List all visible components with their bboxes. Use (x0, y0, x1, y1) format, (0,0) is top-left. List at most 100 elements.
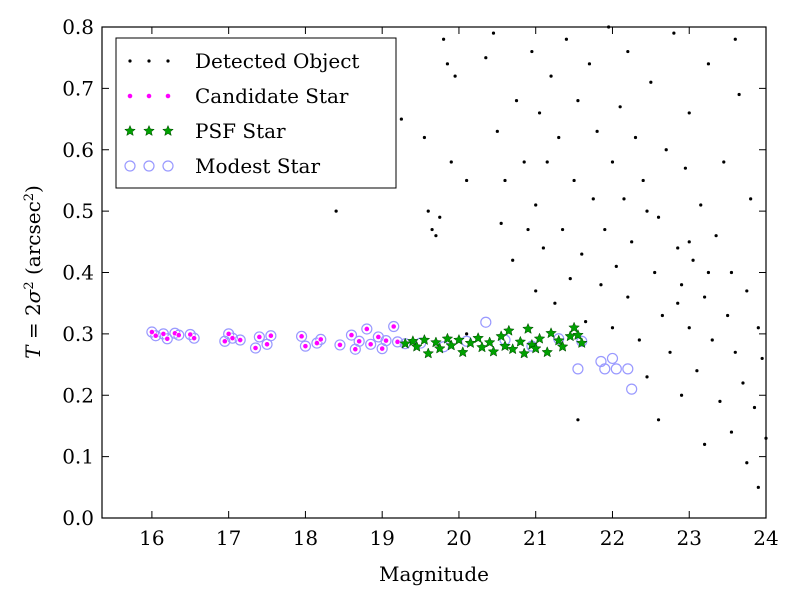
x-tick-label: 20 (446, 526, 471, 550)
detected-object-point (637, 338, 641, 342)
psf-star-point (518, 347, 531, 359)
psf-star-point (499, 339, 511, 352)
detected-object-point (626, 49, 630, 54)
legend-item-modest-star: Modest Star (124, 154, 320, 178)
modest-star-point (188, 332, 200, 344)
psf-star-point (476, 341, 488, 353)
detected-object-point (553, 301, 557, 305)
legend-box (115, 37, 397, 189)
modest-star-point (572, 363, 584, 375)
detected-object-point (741, 381, 745, 385)
detected-object-point (668, 350, 672, 354)
psf-star-point (564, 330, 577, 342)
modest-star-point (599, 363, 611, 375)
modest-star-point (150, 330, 162, 342)
x-tick-label: 19 (369, 526, 394, 550)
detected-object-point (626, 295, 630, 299)
legend-marker-psf-star (124, 124, 136, 136)
legend-item-psf-star: PSF Star (124, 119, 286, 143)
detected-object-point (687, 326, 691, 330)
candidate-star-point (363, 326, 370, 332)
psf-star-point (433, 342, 446, 354)
detected-object-point (584, 320, 588, 324)
legend-label: Detected Object (195, 49, 359, 73)
detected-object-point (564, 37, 569, 41)
detected-object-point (576, 99, 580, 103)
detected-object-point (334, 209, 338, 213)
detected-object-point (676, 301, 680, 305)
legend-marker-psf-star (143, 124, 155, 136)
detected-object-point (511, 258, 515, 262)
detected-object-point (737, 92, 741, 97)
psf-star-point (514, 335, 527, 347)
detected-object-point (534, 289, 538, 293)
candidate-star-point (175, 332, 182, 339)
candidate-star-point (367, 341, 374, 348)
detected-object-point (438, 215, 442, 219)
candidate-star-point (302, 343, 309, 350)
detected-object-point (699, 203, 703, 207)
detected-object-point (603, 227, 607, 232)
detected-object-point (503, 178, 507, 183)
legend-label: PSF Star (195, 119, 286, 143)
detected-object-point (572, 178, 576, 183)
detected-object-point (729, 430, 734, 434)
x-tick-label: 22 (600, 526, 625, 550)
y-tick-label: 0.6 (62, 138, 94, 162)
modest-star-point (345, 329, 358, 341)
detected-object-point (687, 240, 691, 244)
detected-object-point (614, 264, 618, 268)
candidate-star-point (383, 337, 389, 344)
x-axis-title: Magnitude (379, 562, 489, 586)
detected-object-point (580, 252, 584, 256)
modest-star-point (380, 335, 392, 347)
detected-object-point (633, 135, 638, 140)
detected-object-point (745, 461, 749, 465)
detected-object-point (714, 234, 718, 238)
plot-marks (146, 25, 768, 489)
psf-star-point (418, 333, 431, 345)
detected-object-point (706, 270, 711, 275)
modest-star-point (480, 316, 492, 328)
detected-object-point (756, 485, 760, 489)
modest-star-point (388, 320, 400, 333)
detected-object-point (587, 62, 592, 66)
axis-ticks: 16 17 18 19 20 21 22 23 24 0.0 0.1 0.2 0.3 0.4 0.5 0.6 0… (62, 15, 779, 550)
detected-object-point (733, 350, 737, 354)
detected-object-point (430, 227, 434, 232)
y-tick-label: 0.7 (62, 76, 94, 100)
x-tick-label: 24 (753, 526, 778, 550)
detected-object-point (760, 356, 764, 361)
modest-star-point (311, 337, 323, 349)
detected-object-point (610, 160, 615, 164)
psf-star-point (472, 332, 484, 344)
y-tick-label: 0.2 (62, 383, 94, 407)
candidate-star-point (252, 345, 259, 351)
detected-object-point (660, 313, 664, 318)
psf-star-point (541, 346, 554, 358)
candidate-star-point (337, 342, 343, 348)
detected-object-point (465, 332, 469, 336)
detected-object-point (484, 56, 488, 60)
detected-object-point (745, 289, 749, 293)
y-tick-label: 0.3 (62, 322, 94, 346)
legend-marker-candidate-star (127, 93, 133, 99)
detected-object-point (649, 80, 653, 84)
detected-object-point (718, 399, 722, 403)
candidate-star-point (160, 330, 167, 337)
psf-star-point (487, 345, 500, 357)
detected-object-point (706, 62, 711, 66)
legend-item-candidate-star: Candidate Star (127, 84, 349, 108)
psf-star-point (506, 343, 519, 355)
legend-marker-candidate-star (146, 93, 152, 99)
detected-object-point (568, 277, 572, 281)
y-tick-label: 0.0 (62, 506, 94, 530)
modest-star-point (226, 332, 239, 344)
psf-star-point (453, 333, 465, 345)
detected-object-point (495, 129, 499, 133)
psf-star-point (430, 336, 442, 348)
modest-star-point (146, 326, 158, 338)
candidate-star-point (348, 332, 355, 339)
